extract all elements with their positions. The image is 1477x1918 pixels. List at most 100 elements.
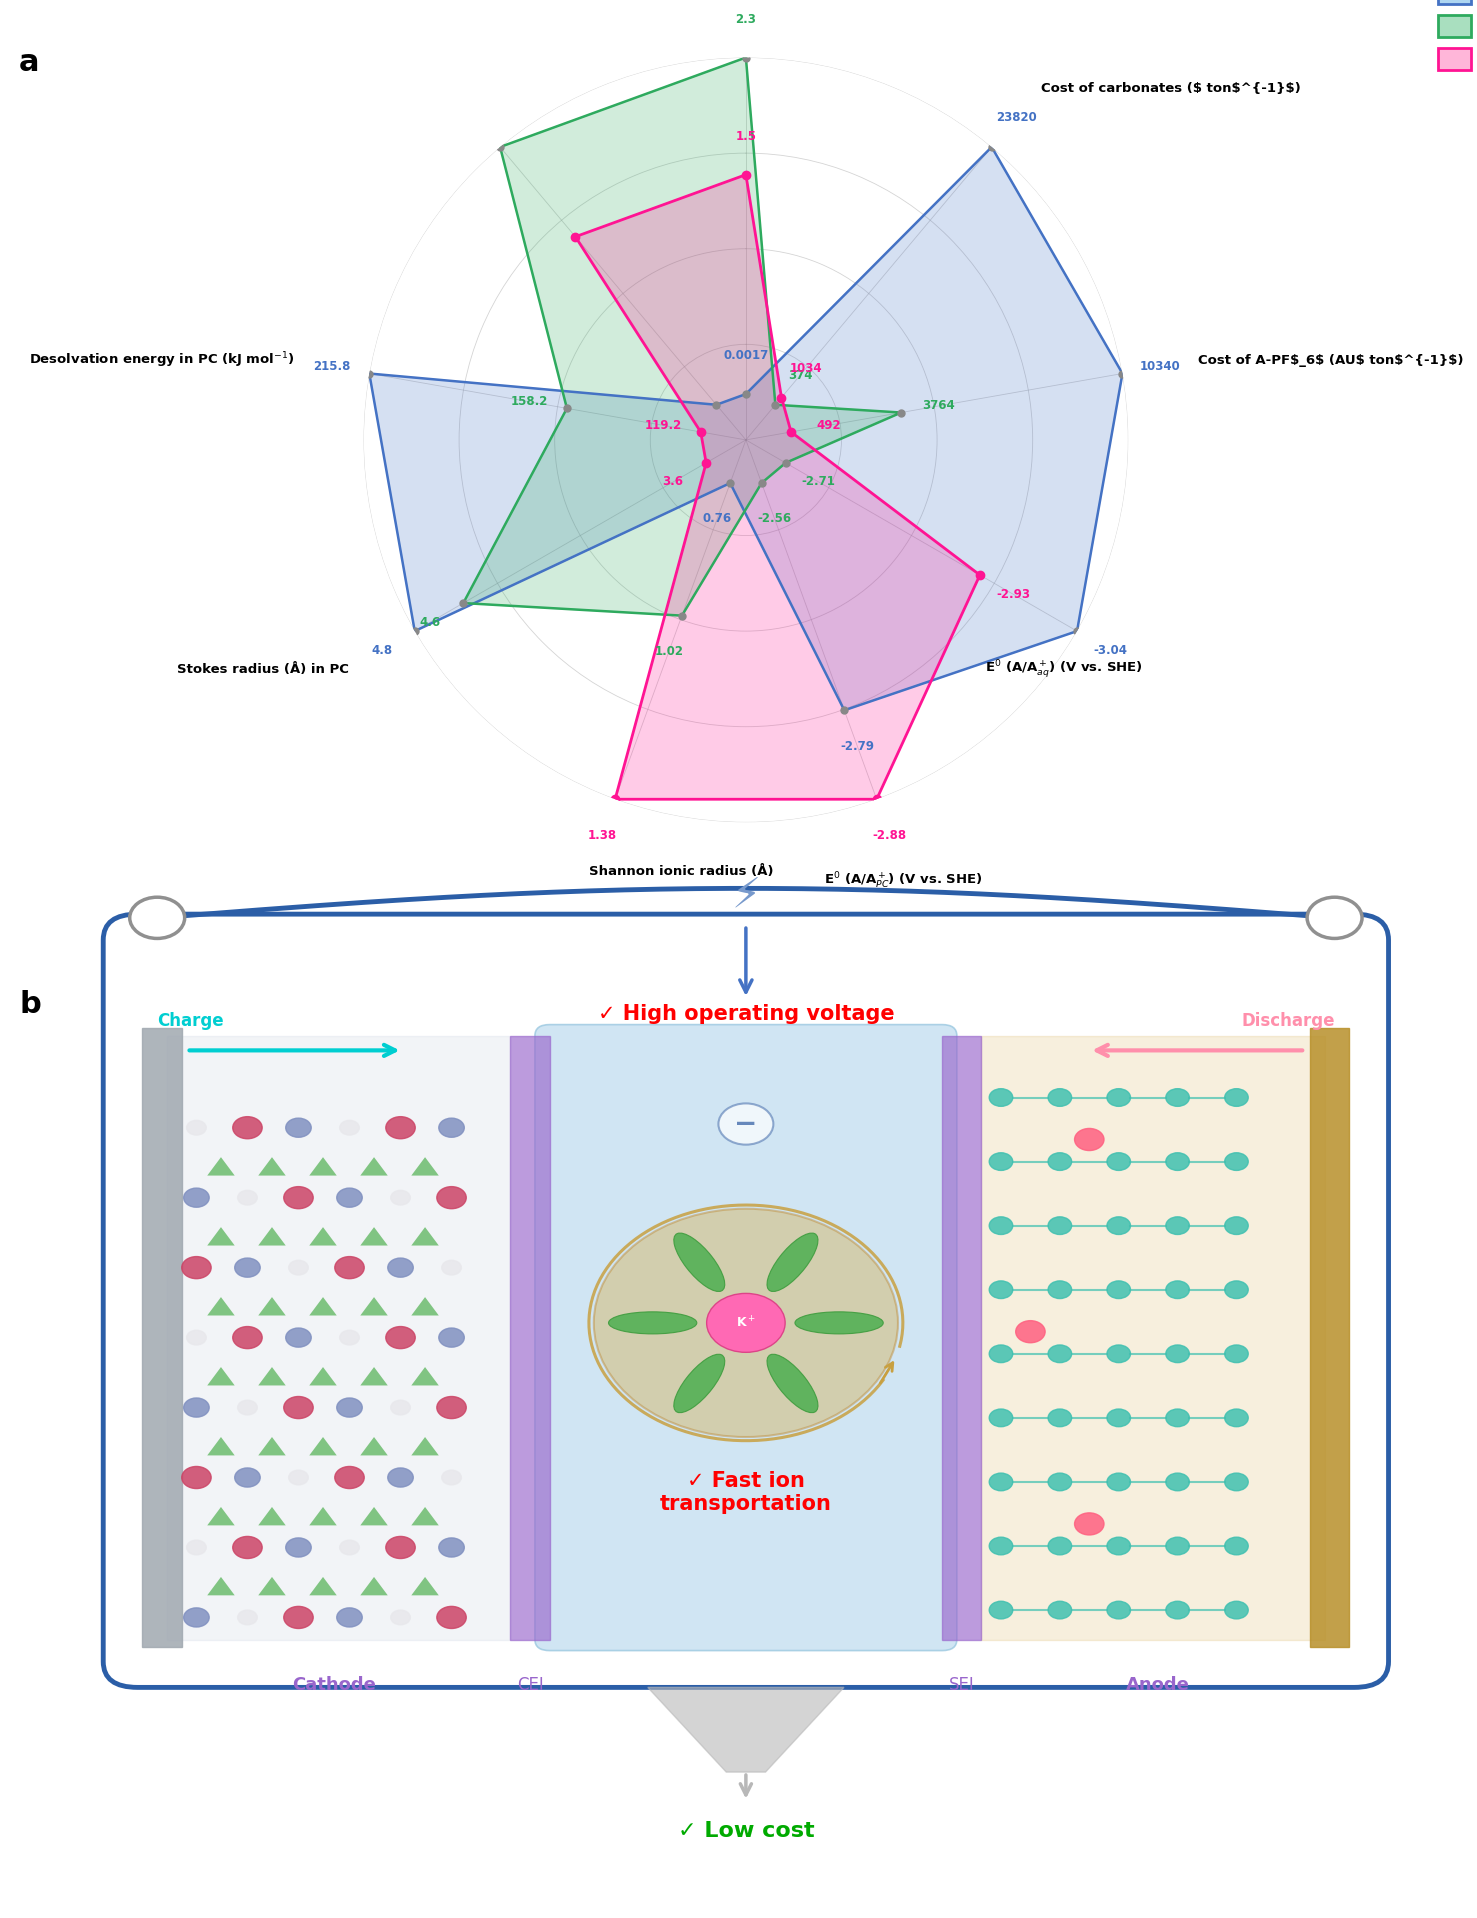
Circle shape <box>437 1607 467 1628</box>
Circle shape <box>439 1118 464 1137</box>
Polygon shape <box>309 1297 337 1316</box>
Circle shape <box>442 1260 461 1275</box>
Circle shape <box>1106 1473 1130 1490</box>
Text: 119.2: 119.2 <box>644 418 682 432</box>
Circle shape <box>130 898 185 938</box>
Text: ✓ Low cost: ✓ Low cost <box>678 1820 814 1841</box>
Text: Charge: Charge <box>157 1013 225 1030</box>
Circle shape <box>718 1103 774 1145</box>
Ellipse shape <box>674 1233 725 1291</box>
Text: -3.04: -3.04 <box>1093 644 1127 656</box>
Circle shape <box>388 1467 414 1486</box>
Circle shape <box>285 1118 312 1137</box>
Circle shape <box>990 1089 1013 1107</box>
Polygon shape <box>309 1228 337 1245</box>
Circle shape <box>235 1467 260 1486</box>
Circle shape <box>442 1471 461 1485</box>
Polygon shape <box>258 1508 285 1525</box>
Polygon shape <box>576 175 979 800</box>
Text: -2.88: -2.88 <box>873 829 907 842</box>
Circle shape <box>1049 1473 1072 1490</box>
Circle shape <box>182 1467 211 1488</box>
Polygon shape <box>411 1157 439 1176</box>
Text: 23820: 23820 <box>995 111 1037 125</box>
Circle shape <box>1165 1473 1189 1490</box>
Circle shape <box>335 1467 365 1488</box>
Text: SEI: SEI <box>948 1676 975 1694</box>
Text: ✓ High operating voltage: ✓ High operating voltage <box>598 1003 894 1024</box>
Text: -2.79: -2.79 <box>840 740 874 752</box>
Polygon shape <box>258 1228 285 1245</box>
Circle shape <box>1106 1153 1130 1170</box>
Polygon shape <box>360 1228 388 1245</box>
Text: 10340: 10340 <box>1140 361 1180 374</box>
Text: 1034: 1034 <box>790 363 823 374</box>
Circle shape <box>1049 1536 1072 1555</box>
Circle shape <box>233 1536 263 1559</box>
Polygon shape <box>142 1028 182 1648</box>
Polygon shape <box>411 1297 439 1316</box>
Circle shape <box>288 1260 309 1275</box>
Text: 3764: 3764 <box>923 399 956 412</box>
Circle shape <box>285 1327 312 1346</box>
Polygon shape <box>360 1508 388 1525</box>
Circle shape <box>385 1536 415 1559</box>
Circle shape <box>1106 1536 1130 1555</box>
Circle shape <box>1165 1281 1189 1298</box>
Circle shape <box>284 1607 313 1628</box>
Text: Cost of A-PF$_6$ (AU$ ton$^{-1}$): Cost of A-PF$_6$ (AU$ ton$^{-1}$) <box>1198 353 1464 366</box>
Text: Shannon ionic radius (Å): Shannon ionic radius (Å) <box>589 865 774 878</box>
Circle shape <box>1016 1322 1046 1343</box>
Circle shape <box>391 1191 411 1205</box>
Circle shape <box>1165 1216 1189 1235</box>
Circle shape <box>337 1607 362 1626</box>
Circle shape <box>1049 1602 1072 1619</box>
Polygon shape <box>411 1228 439 1245</box>
Circle shape <box>235 1258 260 1277</box>
Text: -2.93: -2.93 <box>995 587 1029 600</box>
Text: 1.5: 1.5 <box>736 130 756 144</box>
Circle shape <box>183 1607 210 1626</box>
Circle shape <box>1224 1602 1248 1619</box>
Circle shape <box>385 1327 415 1348</box>
Polygon shape <box>411 1508 439 1525</box>
FancyBboxPatch shape <box>103 915 1388 1688</box>
Circle shape <box>437 1396 467 1419</box>
Text: E$^0$ (A/A$^+_{aq}$) (V vs. SHE): E$^0$ (A/A$^+_{aq}$) (V vs. SHE) <box>985 658 1143 681</box>
Circle shape <box>1224 1153 1248 1170</box>
Text: -2.56: -2.56 <box>758 512 792 526</box>
Polygon shape <box>309 1157 337 1176</box>
Text: Anode: Anode <box>1125 1676 1190 1694</box>
Circle shape <box>337 1398 362 1417</box>
Circle shape <box>1049 1216 1072 1235</box>
Polygon shape <box>369 148 1123 710</box>
Text: b: b <box>19 990 41 1018</box>
Circle shape <box>1165 1345 1189 1362</box>
Text: 374: 374 <box>787 368 812 382</box>
Circle shape <box>1224 1345 1248 1362</box>
Circle shape <box>990 1281 1013 1298</box>
Circle shape <box>183 1398 210 1417</box>
Circle shape <box>1049 1410 1072 1427</box>
Circle shape <box>1075 1128 1103 1151</box>
Legend: Li, Na, K: Li, Na, K <box>1431 0 1477 77</box>
Circle shape <box>437 1187 467 1208</box>
Circle shape <box>285 1538 312 1557</box>
Circle shape <box>439 1327 464 1346</box>
Text: 215.8: 215.8 <box>313 361 350 374</box>
Circle shape <box>1165 1602 1189 1619</box>
Circle shape <box>1165 1410 1189 1427</box>
Text: 158.2: 158.2 <box>511 395 548 409</box>
Text: Desolvation energy in PC (kJ mol$^{-1}$): Desolvation energy in PC (kJ mol$^{-1}$) <box>28 351 294 370</box>
Circle shape <box>233 1116 263 1139</box>
Text: E$^0$ (A/A$^+_{PC}$) (V vs. SHE): E$^0$ (A/A$^+_{PC}$) (V vs. SHE) <box>824 871 982 892</box>
Circle shape <box>238 1400 257 1415</box>
Text: CEI: CEI <box>517 1676 544 1694</box>
Circle shape <box>1049 1153 1072 1170</box>
Ellipse shape <box>609 1312 697 1333</box>
Circle shape <box>1307 898 1362 938</box>
Polygon shape <box>167 1036 511 1640</box>
Polygon shape <box>360 1297 388 1316</box>
Text: 0.76: 0.76 <box>703 512 731 526</box>
Circle shape <box>990 1345 1013 1362</box>
